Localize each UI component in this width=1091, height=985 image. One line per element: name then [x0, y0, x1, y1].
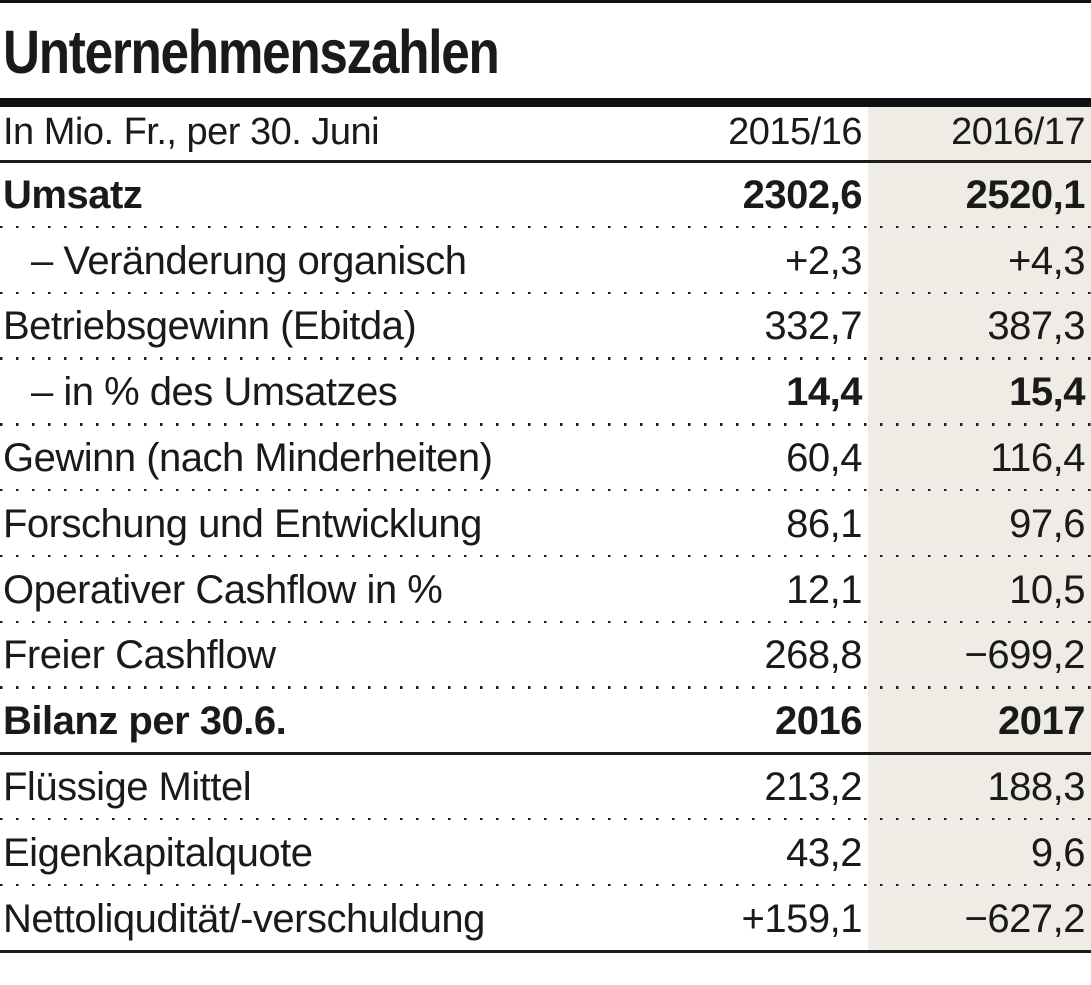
row-label: Operativer Cashflow in %: [3, 567, 443, 612]
title-underline-bar: [0, 98, 1091, 107]
row-label: Eigenkapitalquote: [3, 830, 313, 875]
row-value-2017: 188,3: [987, 764, 1085, 809]
row-label: Gewinn (nach Minderheiten): [3, 435, 493, 480]
section-label: Bilanz per 30.6.: [3, 699, 287, 744]
page-title: Unternehmenszahlen: [3, 18, 500, 86]
row-value-2016: +159,1: [741, 896, 863, 941]
header-col-2016-17: 2016/17: [951, 111, 1085, 153]
bottom-border-line: [0, 949, 1091, 953]
table-row: – Veränderung organisch +2,3 +4,3: [0, 228, 1091, 291]
row-value-2016: 213,2: [764, 764, 862, 809]
row-separator: [0, 554, 1091, 558]
row-value-2016-17: −699,2: [964, 633, 1086, 678]
row-separator: [0, 225, 1091, 229]
highlighted-column-background: [868, 107, 1091, 953]
table-row: Forschung und Entwicklung 86,1 97,6: [0, 491, 1091, 554]
table-row: Betriebsgewinn (Ebitda) 332,7 387,3: [0, 294, 1091, 357]
table-row: Freier Cashflow 268,8 −699,2: [0, 623, 1091, 686]
table-row: Umsatz 2302,6 2520,1: [0, 163, 1091, 226]
row-label: Freier Cashflow: [3, 633, 276, 678]
row-separator: [0, 357, 1091, 360]
table-row: Gewinn (nach Minderheiten) 60,4 116,4: [0, 426, 1091, 489]
row-value-2016-17: 10,5: [1009, 567, 1085, 612]
row-separator: [0, 817, 1091, 821]
row-label: Umsatz: [3, 172, 143, 217]
figures-table: In Mio. Fr., per 30. Juni 2015/16 2016/1…: [0, 107, 1091, 953]
section-col-2016: 2016: [775, 699, 862, 744]
row-value-2016-17: 2520,1: [965, 172, 1086, 217]
header-separator-line: [0, 160, 1091, 163]
row-value-2015-16: 332,7: [764, 304, 862, 349]
row-separator: [0, 686, 1091, 689]
row-value-2017: −627,2: [964, 896, 1086, 941]
header-unit-label: In Mio. Fr., per 30. Juni: [3, 111, 380, 153]
row-value-2017: 9,6: [1030, 830, 1086, 875]
table-row: Flüssige Mittel 213,2 188,3: [0, 755, 1091, 818]
row-separator: [0, 291, 1091, 295]
table-row: Nettoliqudität/-verschuldung +159,1 −627…: [0, 886, 1091, 949]
row-separator: [0, 883, 1091, 887]
row-label: – Veränderung organisch: [31, 238, 467, 283]
row-separator: [0, 423, 1091, 426]
row-separator: [0, 488, 1091, 492]
row-value-2015-16: 60,4: [786, 435, 862, 480]
row-label: Forschung und Entwicklung: [3, 501, 482, 546]
top-border-line: [0, 0, 1091, 3]
row-value-2015-16: 2302,6: [742, 172, 863, 217]
row-value-2015-16: 12,1: [786, 567, 862, 612]
section-header-row: Bilanz per 30.6. 2016 2017: [0, 689, 1091, 752]
row-label: Betriebsgewinn (Ebitda): [3, 304, 417, 349]
header-col-2015-16: 2015/16: [728, 111, 862, 153]
table-row: Operativer Cashflow in % 12,1 10,5: [0, 557, 1091, 620]
table-header-row: In Mio. Fr., per 30. Juni 2015/16 2016/1…: [0, 107, 1091, 160]
title-block: Unternehmenszahlen: [0, 3, 1091, 98]
table-row: Eigenkapitalquote 43,2 9,6: [0, 820, 1091, 883]
row-separator: [0, 620, 1091, 624]
row-value-2016: 43,2: [786, 830, 862, 875]
row-value-2015-16: 268,8: [764, 633, 862, 678]
row-value-2016-17: 97,6: [1009, 501, 1085, 546]
row-label: Nettoliqudität/-verschuldung: [3, 896, 485, 941]
row-value-2016-17: 15,4: [1009, 370, 1085, 415]
row-value-2015-16: 86,1: [786, 501, 862, 546]
table-row: – in % des Umsatzes 14,4 15,4: [0, 360, 1091, 423]
section-separator-line: [0, 752, 1091, 755]
row-value-2016-17: 387,3: [987, 304, 1085, 349]
row-label: – in % des Umsatzes: [31, 370, 398, 415]
row-value-2016-17: 116,4: [990, 435, 1085, 480]
row-value-2015-16: +2,3: [785, 238, 862, 283]
row-value-2015-16: 14,4: [786, 370, 862, 415]
row-value-2016-17: +4,3: [1008, 238, 1085, 283]
section-col-2017: 2017: [998, 699, 1085, 744]
row-label: Flüssige Mittel: [3, 764, 252, 809]
